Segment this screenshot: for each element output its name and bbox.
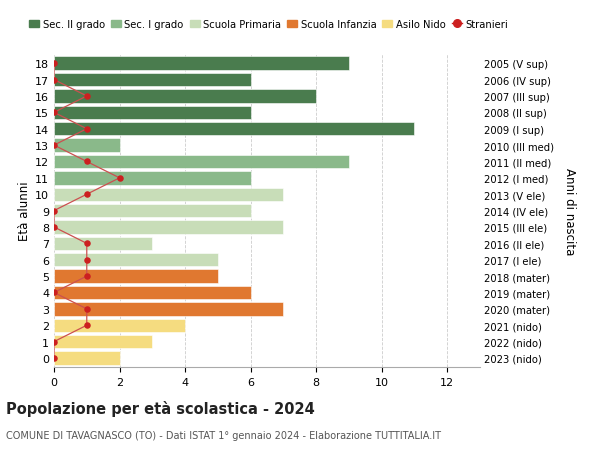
Point [82, 126, 92, 133]
Point [49, 109, 59, 117]
Point [82, 158, 92, 166]
Point [82, 240, 92, 247]
Bar [54, 302, 283, 316]
Y-axis label: Età alunni: Età alunni [18, 181, 31, 241]
Legend: Sec. II grado, Sec. I grado, Scuola Primaria, Scuola Infanzia, Asilo Nido, Stran: Sec. II grado, Sec. I grado, Scuola Prim… [29, 19, 508, 29]
Bar [54, 253, 218, 267]
Bar [54, 139, 119, 152]
Bar [54, 74, 251, 87]
Bar [54, 172, 251, 185]
Bar [54, 237, 152, 251]
Point [49, 207, 59, 215]
Bar [54, 204, 251, 218]
Point [82, 191, 92, 198]
Bar [54, 123, 415, 136]
Point [49, 338, 59, 346]
Bar [54, 270, 218, 283]
Point [49, 77, 59, 84]
Bar [54, 90, 316, 103]
Point [49, 289, 59, 297]
Bar [54, 57, 349, 71]
Point [82, 306, 92, 313]
Point [49, 224, 59, 231]
Point [49, 61, 59, 68]
Bar [54, 106, 251, 120]
Bar [54, 335, 152, 348]
Bar [54, 319, 185, 332]
Bar [54, 188, 283, 202]
Bar [54, 221, 283, 234]
Point [49, 142, 59, 150]
Y-axis label: Anni di nascita: Anni di nascita [563, 168, 575, 255]
Point [115, 175, 124, 182]
Point [49, 354, 59, 362]
Point [82, 257, 92, 264]
Text: COMUNE DI TAVAGNASCO (TO) - Dati ISTAT 1° gennaio 2024 - Elaborazione TUTTITALIA: COMUNE DI TAVAGNASCO (TO) - Dati ISTAT 1… [6, 431, 441, 440]
Bar [54, 352, 119, 365]
Bar [54, 286, 251, 300]
Point [82, 322, 92, 329]
Point [82, 273, 92, 280]
Point [82, 93, 92, 101]
Text: Popolazione per età scolastica - 2024: Popolazione per età scolastica - 2024 [6, 400, 315, 416]
Bar [54, 156, 349, 169]
